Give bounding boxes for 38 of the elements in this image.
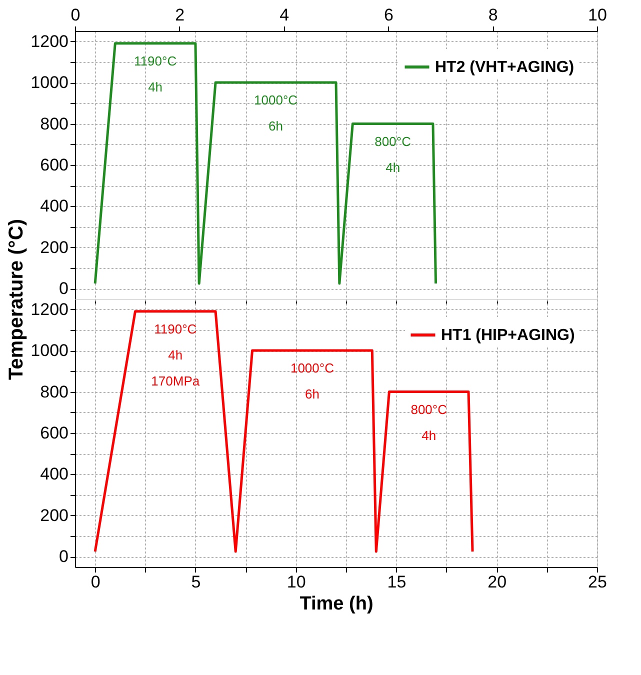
line-series [94,42,438,285]
annotation: 1190°C 4h 170MPa [151,321,200,388]
y-tick-label: 1200 [30,300,68,319]
y-tick-label: 800 [40,382,68,402]
x2-tick-label: 0 [70,6,80,24]
annotation: 1000°C 6h [290,360,334,402]
x-tick-label: 10 [286,572,306,592]
x2-tick-label: 2 [175,6,185,24]
y-tick-label: 600 [40,156,68,174]
x-axis-title: Time (h) [300,594,374,614]
y-tick-label: 0 [59,279,68,298]
x-tick-label: 20 [488,572,507,592]
y-tick-label: 800 [40,114,68,134]
y-tick-label: 0 [59,547,68,566]
y-tick-label: 200 [40,506,68,525]
x-tick-label: 15 [387,572,406,592]
annotation: 1190°C 4h [134,53,177,94]
x-tick-label: 0 [90,572,100,592]
y-tick-label: 1000 [30,341,68,360]
x2-tick-label: 4 [280,6,290,24]
legend-label: HT1 (HIP+AGING) [441,327,575,344]
annotation: 1000°C 6h [254,92,298,134]
y-tick-label: 400 [40,196,68,216]
y-tick-label: 1200 [30,32,68,51]
x2-tick-label: 6 [384,6,394,24]
annotation: 800°C 4h [410,402,447,443]
legend-label: HT2 (VHT+AGING) [435,59,574,76]
x2-tick-label: 10 [588,6,607,24]
line-series [94,310,474,553]
y-tick-label: 400 [40,464,68,484]
x-tick-label: 5 [191,572,201,592]
y-tick-label: 200 [40,238,68,257]
x-tick-label: 25 [588,572,607,592]
x2-tick-label: 8 [488,6,498,24]
annotation: 800°C 4h [374,134,411,175]
y-axis-title: Temperature (°C) [6,219,28,380]
y-tick-label: 600 [40,424,68,442]
y-tick-label: 1000 [30,73,68,92]
